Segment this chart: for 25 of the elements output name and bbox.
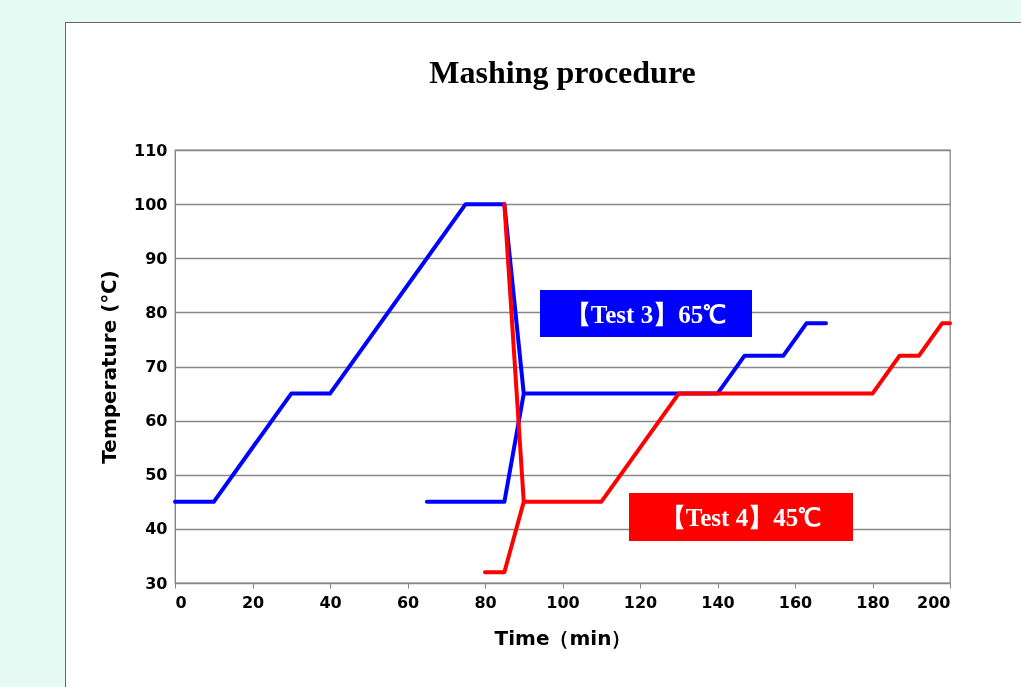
y-tick-label: 30	[145, 573, 168, 593]
x-tick-label: 80	[474, 592, 497, 612]
y-tick-label: 80	[145, 302, 168, 322]
series-label: 【Test 4】45℃	[660, 504, 822, 531]
y-axis-title: Temperature (℃)	[97, 270, 122, 464]
y-tick-label: 110	[134, 140, 168, 160]
x-tick-label: 180	[856, 592, 890, 612]
x-tick-label: 20	[241, 592, 265, 612]
y-tick-label: 50	[145, 465, 168, 485]
y-tick-label: 90	[145, 248, 168, 268]
series-label: 【Test 3】65℃	[565, 300, 727, 328]
x-tick-label: 40	[319, 592, 342, 612]
y-tick-label: 70	[145, 357, 168, 376]
x-tick-label: 60	[396, 592, 420, 612]
x-tick-label: 200	[917, 592, 951, 612]
x-axis-title: Time（min）	[494, 625, 632, 650]
y-tick-label: 100	[134, 194, 168, 214]
y-tick-label: 40	[145, 519, 168, 539]
x-tick-label: 160	[778, 592, 813, 612]
chart-title: Mashing procedure	[429, 54, 696, 90]
x-tick-label: 100	[546, 592, 580, 612]
x-tick-label: 140	[701, 592, 735, 612]
x-tick-label: 120	[623, 592, 658, 612]
x-tick-label: 0	[175, 592, 187, 612]
y-tick-label: 60	[145, 411, 168, 431]
